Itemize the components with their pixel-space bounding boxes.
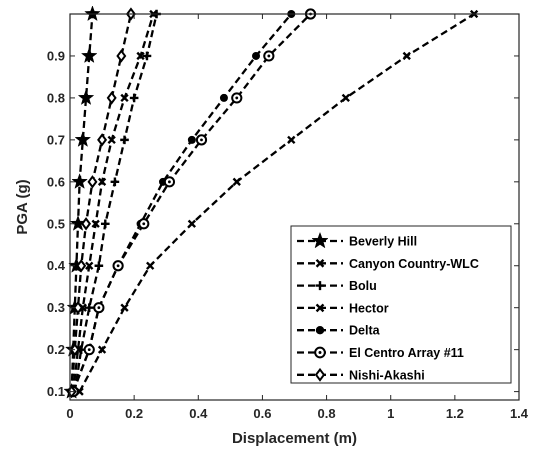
marker-star [71, 173, 88, 189]
marker-diamond [81, 217, 92, 231]
marker-plus [315, 281, 325, 291]
marker-x [120, 93, 129, 103]
legend-item: Nishi-Akashi [297, 367, 425, 382]
legend: Beverly Hill Canyon Country-WLC Bolu Hector… [290, 225, 512, 384]
marker-star [84, 5, 101, 22]
marker-diamond [73, 301, 84, 315]
marker-plus [120, 135, 129, 145]
marker-x [136, 51, 145, 61]
marker-circle-dot [138, 218, 150, 230]
marker-star [311, 231, 329, 249]
marker-x [315, 303, 325, 313]
marker-plus [94, 261, 104, 271]
legend-item: Bolu [297, 279, 377, 293]
x-tick-label: 1.2 [446, 406, 464, 421]
series-line [70, 13, 94, 392]
marker-star [74, 131, 92, 147]
marker-circle-dot [263, 50, 275, 62]
y-tick-label: 0.6 [47, 174, 65, 189]
marker-x [287, 135, 296, 145]
series-line [78, 13, 475, 393]
marker-x [402, 51, 411, 61]
x-axis: 0 0.2 0.4 0.6 0.8 1 1.2 1.4 [66, 14, 529, 421]
y-tick-label: 0.9 [47, 48, 65, 63]
marker-x [232, 177, 241, 186]
y-tick-label: 0.5 [47, 216, 65, 231]
marker-diamond [87, 175, 98, 189]
y-axis-title: PGA (g) [14, 179, 31, 234]
marker-circle-dot [163, 176, 176, 188]
legend-item: Hector [297, 301, 389, 315]
x-tick-label: 0.4 [189, 406, 208, 421]
legend-item: El Centro Array #11 [297, 346, 464, 360]
marker-circle-dot [93, 302, 105, 314]
marker-x [97, 345, 107, 354]
marker-x [315, 258, 325, 268]
marker-star [80, 47, 98, 64]
y-tick-label: 0.2 [47, 342, 65, 357]
marker-star [77, 89, 95, 105]
marker-circle-dot [314, 346, 326, 359]
series-layer [63, 5, 479, 399]
legend-label: Hector [349, 301, 389, 315]
marker-x [97, 177, 107, 186]
marker-plus [100, 219, 110, 229]
marker-plus [142, 51, 152, 61]
x-tick-label: 0 [66, 406, 73, 421]
marker-plus [110, 177, 120, 187]
legend-label: Delta [349, 324, 381, 338]
series-line [70, 13, 133, 392]
legend-box [290, 225, 512, 384]
x-tick-label: 1.4 [510, 406, 529, 421]
marker-dot [252, 51, 261, 60]
x-axis-title: Displacement (m) [232, 430, 357, 447]
legend-label: Bolu [349, 279, 377, 293]
marker-diamond [314, 367, 326, 382]
marker-circle-dot [83, 344, 95, 356]
series-line [73, 13, 158, 392]
legend-label: Beverly Hill [349, 235, 417, 249]
marker-diamond [97, 133, 108, 147]
series-line [72, 13, 155, 392]
marker-x [91, 219, 100, 228]
marker-diamond [106, 91, 117, 105]
legend-item: Delta [297, 324, 381, 338]
y-tick-label: 0.7 [47, 132, 65, 147]
y-tick-label: 0.4 [47, 258, 66, 273]
marker-x [187, 219, 197, 228]
x-tick-label: 0.6 [253, 406, 271, 421]
legend-label: El Centro Array #11 [349, 346, 464, 360]
y-axis: 0.1 0.2 0.3 0.4 0.5 0.6 0.7 0.8 0.9 [47, 48, 519, 399]
marker-circle-dot [112, 260, 124, 272]
legend-item: Beverly Hill [297, 231, 417, 249]
marker-x [341, 93, 350, 103]
x-tick-label: 1 [387, 406, 394, 421]
marker-circle-dot [195, 134, 208, 146]
legend-item: Canyon Country-WLC [297, 257, 479, 271]
marker-x [85, 261, 94, 270]
y-tick-label: 0.1 [47, 384, 65, 399]
marker-dot [219, 93, 228, 102]
marker-x [120, 303, 129, 312]
marker-circle-dot [231, 92, 243, 104]
series-line [72, 13, 312, 393]
marker-x [146, 261, 155, 270]
plot-frame [69, 13, 520, 401]
series-hector [75, 9, 479, 396]
x-tick-label: 0.2 [125, 406, 143, 421]
marker-diamond [116, 49, 127, 63]
marker-x [107, 135, 116, 145]
legend-label: Canyon Country-WLC [349, 257, 479, 271]
y-tick-label: 0.8 [47, 90, 65, 105]
y-tick-label: 0.3 [47, 300, 65, 315]
marker-plus [84, 303, 94, 312]
marker-dot [315, 326, 325, 335]
legend-label: Nishi-Akashi [349, 368, 425, 382]
x-tick-label: 0.8 [318, 406, 336, 421]
marker-dot [187, 135, 196, 144]
marker-diamond [76, 259, 87, 273]
marker-plus [129, 93, 139, 103]
